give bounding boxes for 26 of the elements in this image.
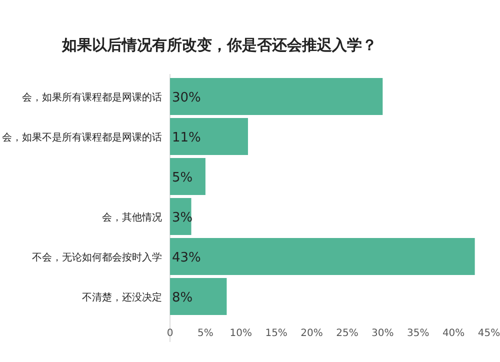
data-label: 8%: [172, 290, 193, 306]
data-label: 5%: [172, 170, 193, 186]
x-tick-label: 10%: [230, 328, 252, 339]
y-tick-label: 不清楚，还没决定: [82, 292, 162, 304]
data-label: 11%: [172, 130, 201, 146]
data-label: 30%: [172, 90, 201, 106]
y-tick-label: 会，如果所有课程都是网课的话: [22, 92, 162, 104]
y-tick-label: 会，如果不是所有课程都是网课的话: [2, 132, 162, 144]
data-label: 43%: [172, 250, 201, 266]
bar: [170, 158, 206, 195]
bar: [170, 118, 248, 155]
x-tick-label: 30%: [372, 328, 394, 339]
chart-title: 如果以后情况有所改变，你是否还会推迟入学？: [61, 36, 377, 54]
x-tick-label: 20%: [300, 328, 323, 339]
x-tick-label: 40%: [442, 328, 465, 339]
x-tick-label: 45%: [478, 328, 500, 339]
x-tick-label: 0: [166, 328, 174, 339]
y-tick-label: 不会，无论如何都会按时入学: [32, 252, 162, 264]
bar: [170, 78, 383, 115]
x-tick-label: 5%: [198, 328, 214, 339]
x-tick-label: 15%: [265, 328, 288, 339]
bar: [170, 238, 475, 275]
x-tick-label: 25%: [336, 328, 358, 339]
y-tick-label: 会，其他情况: [102, 212, 162, 224]
bar: [170, 278, 227, 315]
x-tick-label: 35%: [406, 328, 430, 339]
